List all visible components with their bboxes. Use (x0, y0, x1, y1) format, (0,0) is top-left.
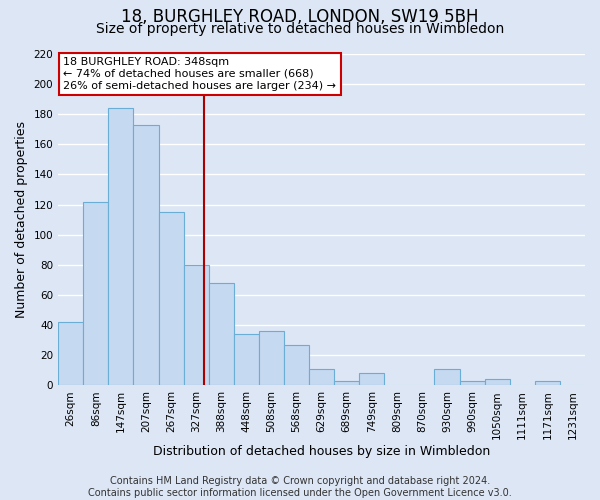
Bar (83, 202, 109, 386)
Text: Contains HM Land Registry data © Crown copyright and database right 2024.
Contai: Contains HM Land Registry data © Crown c… (88, 476, 512, 498)
Bar (284, 344, 309, 386)
Bar (133, 125, 158, 386)
Bar (109, 108, 133, 386)
Y-axis label: Number of detached properties: Number of detached properties (15, 121, 28, 318)
Bar (234, 334, 259, 386)
Bar (58, 322, 83, 386)
Bar (434, 369, 460, 386)
Text: Size of property relative to detached houses in Wimbledon: Size of property relative to detached ho… (96, 22, 504, 36)
Text: 18 BURGHLEY ROAD: 348sqm
← 74% of detached houses are smaller (668)
26% of semi-: 18 BURGHLEY ROAD: 348sqm ← 74% of detach… (64, 58, 337, 90)
Bar (209, 283, 234, 386)
Bar (259, 331, 284, 386)
Bar (158, 212, 184, 386)
Bar (359, 374, 385, 386)
Bar (309, 369, 334, 386)
Bar (460, 381, 485, 386)
Bar (184, 265, 209, 386)
Bar (485, 380, 510, 386)
Bar (535, 381, 560, 386)
Bar (334, 381, 359, 386)
Text: 18, BURGHLEY ROAD, LONDON, SW19 5BH: 18, BURGHLEY ROAD, LONDON, SW19 5BH (121, 8, 479, 26)
X-axis label: Distribution of detached houses by size in Wimbledon: Distribution of detached houses by size … (153, 444, 490, 458)
